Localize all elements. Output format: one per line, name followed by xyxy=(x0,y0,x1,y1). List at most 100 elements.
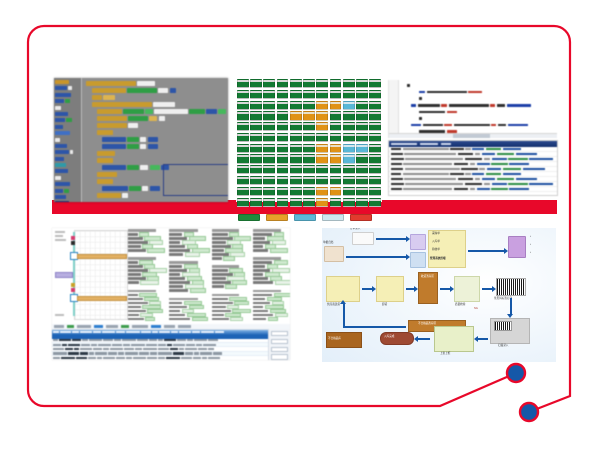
palette-block[interactable] xyxy=(55,188,80,193)
status-cell[interactable] xyxy=(263,154,276,164)
status-cell[interactable] xyxy=(276,79,289,89)
status-cell[interactable] xyxy=(237,197,249,207)
status-cell[interactable] xyxy=(342,197,355,207)
status-cell[interactable] xyxy=(356,197,368,207)
column-header[interactable] xyxy=(102,331,115,334)
column-header[interactable] xyxy=(179,331,191,334)
palette-block[interactable] xyxy=(55,163,80,168)
gantt-chart[interactable] xyxy=(52,228,128,322)
toolbar-button[interactable] xyxy=(77,325,91,328)
grid-side-button[interactable] xyxy=(271,331,288,337)
status-cell[interactable] xyxy=(289,100,302,110)
report-field-value[interactable] xyxy=(188,236,206,241)
report-field-value[interactable] xyxy=(191,248,210,253)
code-horizontal-scrollbar[interactable] xyxy=(389,133,557,138)
status-cell[interactable] xyxy=(237,89,249,99)
gantt-bar[interactable] xyxy=(77,253,127,259)
status-cell[interactable] xyxy=(342,100,355,110)
report-field-value[interactable] xyxy=(225,284,238,290)
status-cell[interactable] xyxy=(316,89,329,99)
palette-block[interactable] xyxy=(55,99,80,104)
status-cell[interactable] xyxy=(250,100,262,110)
status-cell[interactable] xyxy=(329,176,342,186)
status-cell[interactable] xyxy=(276,100,289,110)
code-editor-panel[interactable] xyxy=(388,80,557,138)
status-cell[interactable] xyxy=(369,143,381,153)
status-cell[interactable] xyxy=(237,79,249,89)
status-cell[interactable] xyxy=(250,154,262,164)
status-cell[interactable] xyxy=(303,165,315,175)
column-header[interactable] xyxy=(215,331,224,334)
status-cell[interactable] xyxy=(356,176,368,186)
log-row[interactable] xyxy=(389,187,557,192)
code-block[interactable] xyxy=(97,193,226,198)
status-cell[interactable] xyxy=(289,186,302,196)
toolbar-button[interactable] xyxy=(178,325,191,328)
column-header[interactable] xyxy=(60,331,71,334)
palette-block[interactable] xyxy=(55,92,80,97)
toolbar-button[interactable] xyxy=(94,325,103,328)
status-cell[interactable] xyxy=(289,197,302,207)
status-cell[interactable] xyxy=(263,122,276,132)
code-block[interactable] xyxy=(86,81,226,86)
status-cell[interactable] xyxy=(237,186,249,196)
code-block[interactable] xyxy=(97,172,226,177)
status-cell[interactable] xyxy=(329,143,342,153)
status-cell[interactable] xyxy=(329,111,342,121)
report-field-value[interactable] xyxy=(147,248,166,253)
status-cell[interactable] xyxy=(342,132,355,143)
status-cell[interactable] xyxy=(303,79,315,89)
palette-block[interactable] xyxy=(55,124,80,129)
status-cell[interactable] xyxy=(276,111,289,121)
status-cell[interactable] xyxy=(263,165,276,175)
status-cell[interactable] xyxy=(250,176,262,186)
code-block[interactable] xyxy=(102,144,226,149)
table-row[interactable] xyxy=(52,351,290,357)
status-cell[interactable] xyxy=(289,111,302,121)
status-cell[interactable] xyxy=(276,197,289,207)
status-cell[interactable] xyxy=(263,89,276,99)
report-field-value[interactable] xyxy=(267,316,278,322)
report-field-value[interactable] xyxy=(234,300,250,306)
report-field-value[interactable] xyxy=(184,252,200,257)
report-field-value[interactable] xyxy=(273,260,288,266)
status-cell[interactable] xyxy=(289,79,302,89)
status-cell[interactable] xyxy=(289,89,302,99)
code-block[interactable] xyxy=(102,165,226,170)
status-cell[interactable] xyxy=(289,122,302,132)
status-cell[interactable] xyxy=(329,186,342,196)
status-cell[interactable] xyxy=(316,165,329,175)
status-cell[interactable] xyxy=(369,122,381,132)
gantt-milestone-marker[interactable] xyxy=(71,241,75,245)
column-header[interactable] xyxy=(80,331,92,334)
code-block[interactable] xyxy=(102,137,226,142)
log-row[interactable] xyxy=(389,172,557,177)
status-cell[interactable] xyxy=(276,143,289,153)
column-header[interactable] xyxy=(116,331,125,334)
status-cell[interactable] xyxy=(250,165,262,175)
palette-block[interactable] xyxy=(55,80,80,84)
table-row[interactable] xyxy=(52,342,290,348)
status-cell[interactable] xyxy=(356,154,368,164)
status-cell[interactable] xyxy=(316,197,329,207)
status-cell[interactable] xyxy=(342,186,355,196)
status-cell[interactable] xyxy=(342,111,355,121)
status-cell[interactable] xyxy=(369,111,381,121)
palette-block[interactable] xyxy=(55,169,80,174)
status-cell[interactable] xyxy=(329,122,342,132)
status-cell[interactable] xyxy=(263,100,276,110)
palette-block[interactable] xyxy=(55,105,80,110)
status-cell[interactable] xyxy=(263,111,276,121)
status-cell[interactable] xyxy=(303,154,315,164)
toolbar-button[interactable] xyxy=(151,325,161,328)
toolbar-button[interactable] xyxy=(132,325,148,328)
status-cell[interactable] xyxy=(263,197,276,207)
status-cell[interactable] xyxy=(369,154,381,164)
status-cell[interactable] xyxy=(356,165,368,175)
status-cell[interactable] xyxy=(263,143,276,153)
report-field-value[interactable] xyxy=(269,248,288,253)
palette-block[interactable] xyxy=(55,182,80,187)
column-header[interactable] xyxy=(53,331,59,334)
status-cell[interactable] xyxy=(342,79,355,89)
status-cell[interactable] xyxy=(303,111,315,121)
